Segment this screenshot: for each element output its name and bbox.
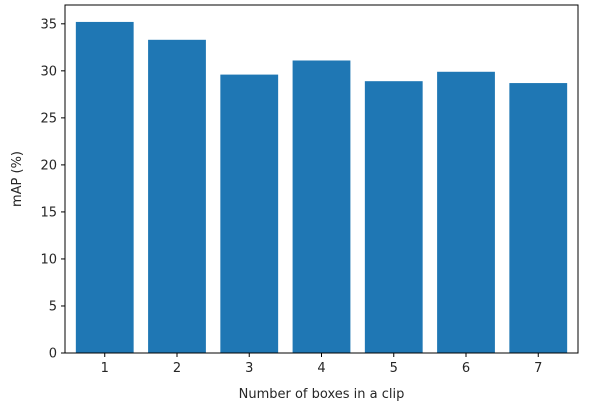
bars-group: [75, 21, 568, 354]
bar-1: [75, 21, 134, 354]
y-tick-label: 5: [49, 299, 57, 314]
x-tick-label: 3: [245, 361, 253, 376]
bar-4: [292, 60, 351, 354]
bar-3: [220, 74, 279, 353]
y-tick-label: 0: [49, 347, 57, 362]
bar-6: [437, 71, 495, 353]
x-axis-label: Number of boxes in a clip: [239, 387, 405, 402]
x-tick-label: 2: [173, 361, 181, 376]
bar-2: [148, 39, 206, 354]
x-tick-label: 4: [317, 361, 325, 376]
x-tick-label: 6: [462, 361, 470, 376]
y-axis-label: mAP (%): [10, 151, 25, 207]
x-tick-label: 7: [534, 361, 542, 376]
y-axis-ticks: 0 5 10 15 20 25 30 35: [40, 17, 65, 362]
y-tick-label: 25: [40, 111, 57, 126]
y-tick-label: 15: [40, 205, 57, 220]
y-tick-label: 20: [40, 158, 57, 173]
y-tick-label: 35: [40, 17, 57, 32]
bar-5: [364, 81, 423, 354]
plot-frame: [64, 4, 579, 354]
y-tick-label: 10: [40, 252, 57, 267]
x-tick-label: 1: [101, 361, 109, 376]
x-tick-label: 5: [390, 361, 398, 376]
bar-7: [509, 83, 568, 353]
x-axis-ticks: 1 2 3 4 5 6 7: [101, 353, 542, 376]
y-tick-label: 30: [40, 64, 57, 79]
